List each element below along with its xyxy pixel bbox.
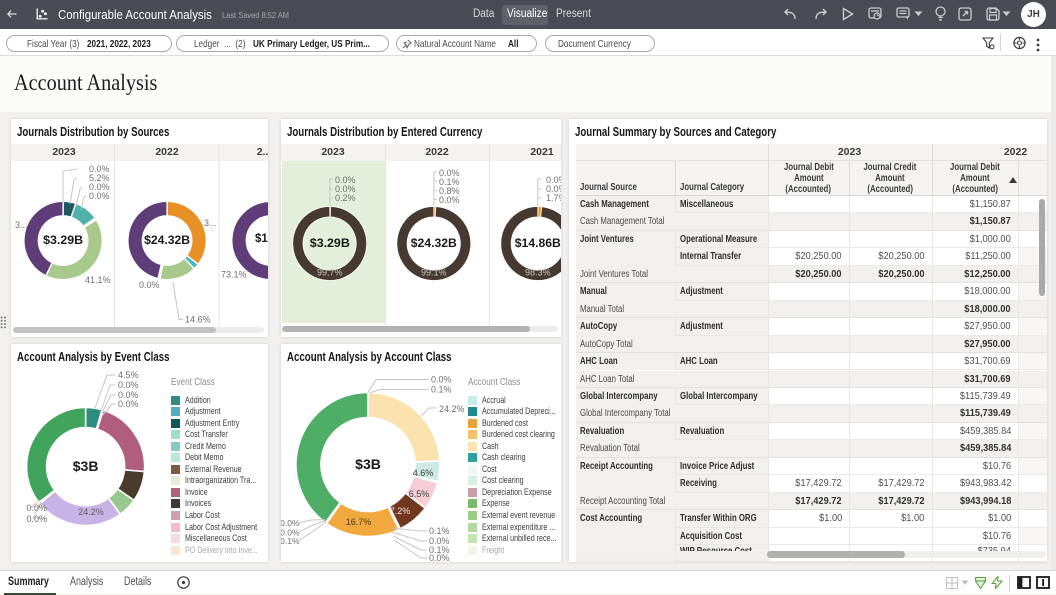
svg-text:99.1%: 99.1%: [421, 267, 447, 277]
svg-text:0.0%: 0.0%: [89, 164, 110, 174]
svg-text:16.7%: 16.7%: [346, 517, 372, 527]
svg-text:$24.32B: $24.32B: [144, 235, 190, 247]
svg-text:$24.32B: $24.32B: [411, 238, 457, 250]
svg-text:0.0%: 0.0%: [118, 380, 139, 390]
svg-text:0.0%: 0.0%: [26, 503, 47, 513]
svg-text:24.2%: 24.2%: [78, 507, 104, 517]
svg-text:3...: 3...: [15, 220, 28, 230]
svg-text:0.0%: 0.0%: [118, 399, 139, 409]
svg-text:0.0%: 0.0%: [335, 184, 356, 194]
svg-text:73.1%: 73.1%: [221, 269, 247, 279]
svg-text:0.0%: 0.0%: [118, 390, 139, 400]
svg-text:0.2%: 0.2%: [335, 193, 356, 203]
svg-text:0.0%: 0.0%: [335, 175, 356, 185]
svg-text:0.0%: 0.0%: [89, 191, 110, 201]
svg-text:5.2%: 5.2%: [89, 173, 110, 183]
svg-text:0.0%: 0.0%: [281, 527, 300, 537]
svg-text:3...: 3...: [204, 218, 217, 228]
svg-text:$3.29B: $3.29B: [43, 235, 83, 247]
svg-text:$1...: $1...: [255, 233, 268, 245]
svg-text:98.3%: 98.3%: [525, 267, 551, 277]
svg-text:0.0%: 0.0%: [89, 182, 110, 192]
svg-text:0.0%: 0.0%: [546, 175, 561, 185]
svg-text:24.2%: 24.2%: [439, 404, 465, 414]
svg-text:$14.86B: $14.86B: [515, 238, 561, 250]
svg-text:0.0%: 0.0%: [546, 184, 561, 194]
svg-text:1.7%: 1.7%: [546, 193, 561, 203]
svg-text:0.0%: 0.0%: [431, 374, 452, 384]
svg-text:$3B: $3B: [355, 456, 381, 472]
svg-text:0.0%: 0.0%: [429, 553, 450, 562]
svg-text:0.8%: 0.8%: [439, 186, 460, 196]
svg-text:$3B: $3B: [73, 458, 99, 474]
svg-text:4.6%: 4.6%: [413, 468, 434, 478]
svg-text:41.1%: 41.1%: [85, 275, 111, 285]
svg-text:0.0%: 0.0%: [139, 280, 160, 290]
svg-text:0.1%: 0.1%: [281, 536, 300, 546]
svg-text:0.0%: 0.0%: [281, 518, 300, 528]
svg-text:0.1%: 0.1%: [429, 526, 450, 536]
svg-text:0.0%: 0.0%: [26, 514, 47, 524]
svg-text:6.5%: 6.5%: [409, 489, 430, 499]
svg-text:99.7%: 99.7%: [317, 267, 343, 277]
svg-text:7.2%: 7.2%: [390, 506, 411, 516]
svg-text:0.1%: 0.1%: [431, 384, 452, 394]
svg-text:0.1%: 0.1%: [439, 177, 460, 187]
svg-text:14.6%: 14.6%: [185, 314, 211, 324]
svg-text:$3.29B: $3.29B: [310, 238, 350, 250]
svg-text:0.0%: 0.0%: [439, 168, 460, 178]
svg-text:0.1%: 0.1%: [429, 545, 450, 555]
svg-text:4.5%: 4.5%: [118, 370, 139, 380]
svg-text:0.0%: 0.0%: [429, 536, 450, 546]
svg-text:0.0%: 0.0%: [439, 195, 460, 205]
